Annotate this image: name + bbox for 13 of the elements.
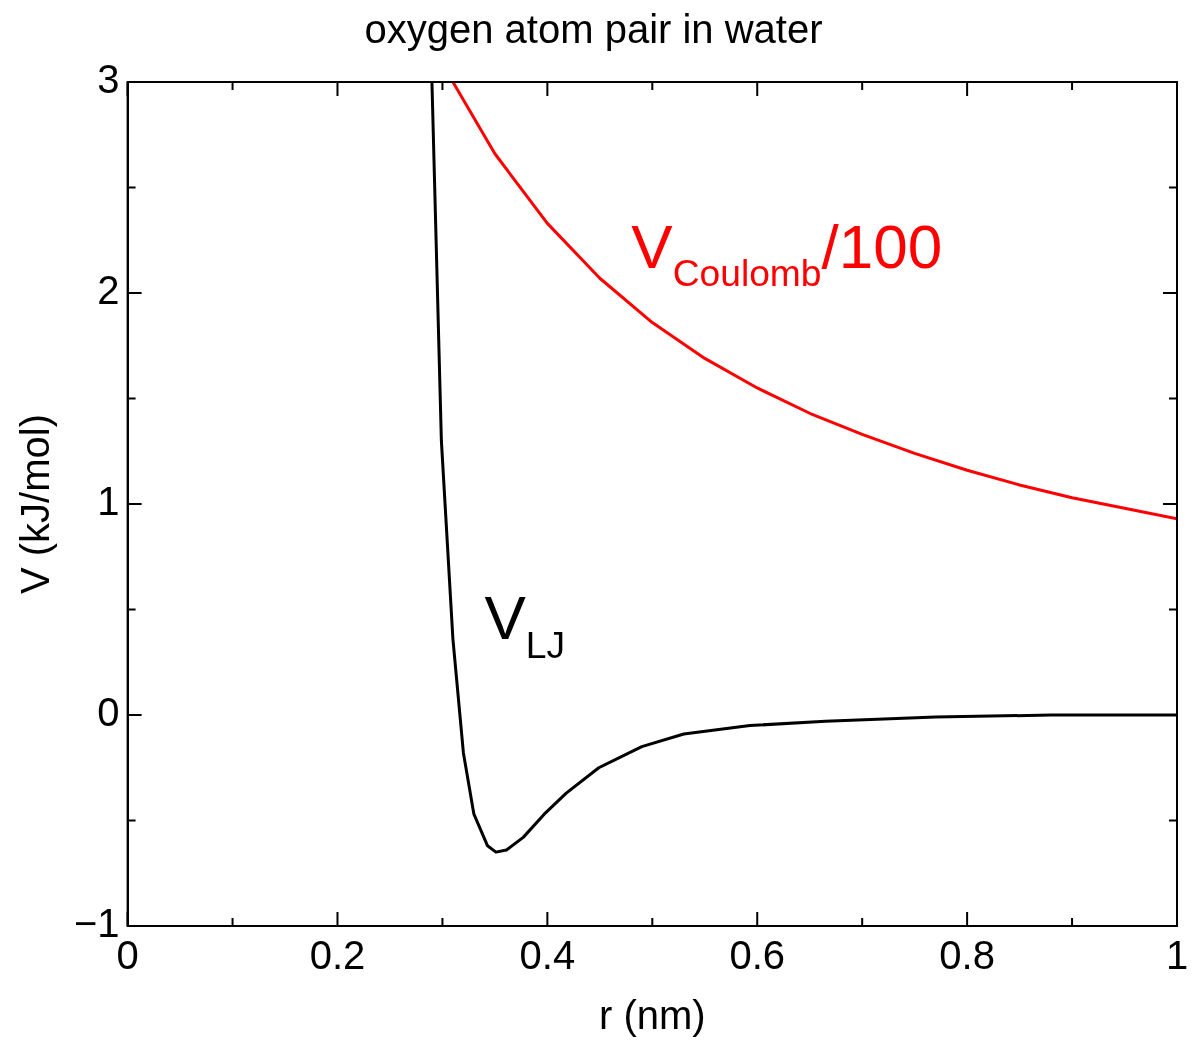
y-tick-label: 0 — [97, 690, 120, 735]
y-tick-label: 1 — [97, 479, 120, 524]
x-tick-label: 0.6 — [729, 933, 786, 978]
y-axis-title: V (kJ/mol) — [13, 414, 58, 594]
x-axis-title: r (nm) — [598, 993, 706, 1038]
x-tick-label: 0.2 — [309, 933, 366, 978]
y-tick-label: 3 — [97, 57, 120, 102]
x-tick-label: 0.4 — [519, 933, 576, 978]
chart-title: oxygen atom pair in water — [364, 7, 823, 52]
x-tick-label: 1 — [1165, 933, 1189, 978]
y-tick-label: 2 — [97, 268, 120, 313]
x-tick-label: 0.8 — [939, 933, 995, 978]
y-tick-label: −1 — [74, 901, 120, 946]
